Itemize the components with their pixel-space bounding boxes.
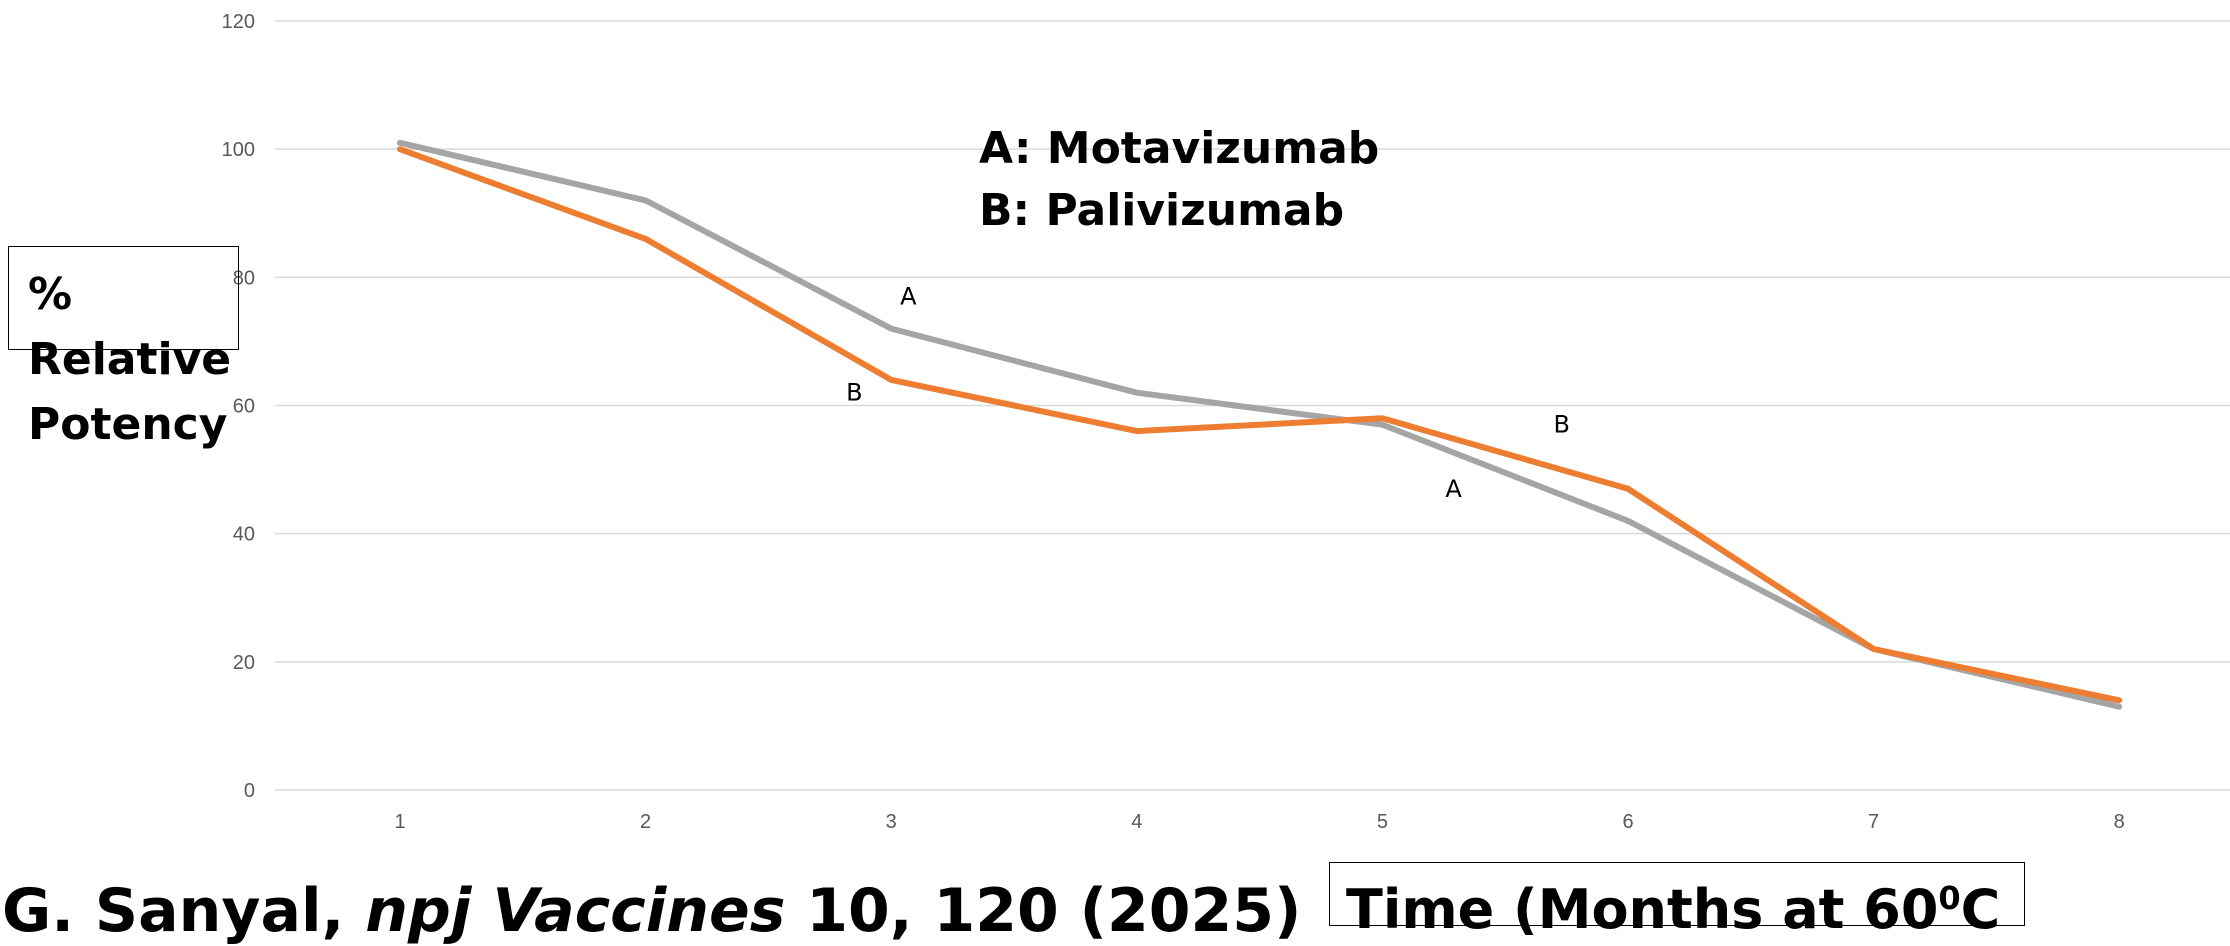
legend-entry-b: B: Palivizumab (979, 185, 1344, 236)
x-tick-label-5: 5 (1377, 811, 1388, 833)
series-annotations: A B B A (846, 283, 1570, 503)
y-tick-label-60: 60 (233, 396, 255, 418)
y-tick-label-120: 120 (222, 11, 255, 33)
series-annotation-b-2: B (1553, 411, 1569, 439)
x-tick-label-4: 4 (1131, 811, 1142, 833)
x-tick-label-2: 2 (640, 811, 651, 833)
series-lines (397, 139, 2123, 710)
y-axis-label-box (8, 246, 239, 350)
x-tick-label-3: 3 (886, 811, 897, 833)
x-axis-ticks: 1 2 3 4 5 6 7 8 (394, 811, 2124, 833)
citation-reference: 10, 120 (2025) (785, 876, 1302, 946)
series-annotation-b-1: B (846, 379, 862, 407)
series-annotation-a-3: A (1445, 475, 1462, 503)
x-tick-label-7: 7 (1868, 811, 1879, 833)
series-annotation-a-0: A (900, 283, 917, 311)
x-tick-label-1: 1 (394, 811, 405, 833)
series-line-a (397, 139, 2123, 710)
citation-journal: npj Vaccines (365, 876, 786, 946)
citation-authors: G. Sanyal, (2, 876, 366, 946)
y-axis-label: % Relative Potency (28, 262, 232, 457)
legend-entry-a: A: Motavizumab (979, 123, 1379, 174)
y-axis-label-line-2: Relative (28, 334, 232, 385)
x-tick-label-8: 8 (2114, 811, 2125, 833)
x-tick-label-6: 6 (1622, 811, 1633, 833)
x-axis-label-superscript: 0 (1938, 879, 1961, 917)
y-axis-label-line-1: % (28, 269, 73, 320)
y-tick-label-20: 20 (233, 652, 255, 674)
y-tick-label-40: 40 (233, 524, 255, 546)
x-axis-label-box (1329, 862, 2025, 926)
series-line-b (397, 146, 2123, 704)
gridlines (275, 20, 2230, 791)
citation: G. Sanyal, npj Vaccines 10, 120 (2025) (2, 876, 1301, 946)
x-axis-label-text: Time (Months at 60 (1346, 878, 1939, 941)
y-tick-label-0: 0 (244, 780, 255, 802)
y-tick-label-100: 100 (222, 139, 255, 161)
y-axis-label-line-3: Potency (28, 399, 228, 450)
legend: A: Motavizumab B: Palivizumab (979, 123, 1379, 236)
x-axis-label-unit: C (1960, 878, 2001, 941)
x-axis-label: Time (Months at 600C (1346, 878, 2000, 941)
